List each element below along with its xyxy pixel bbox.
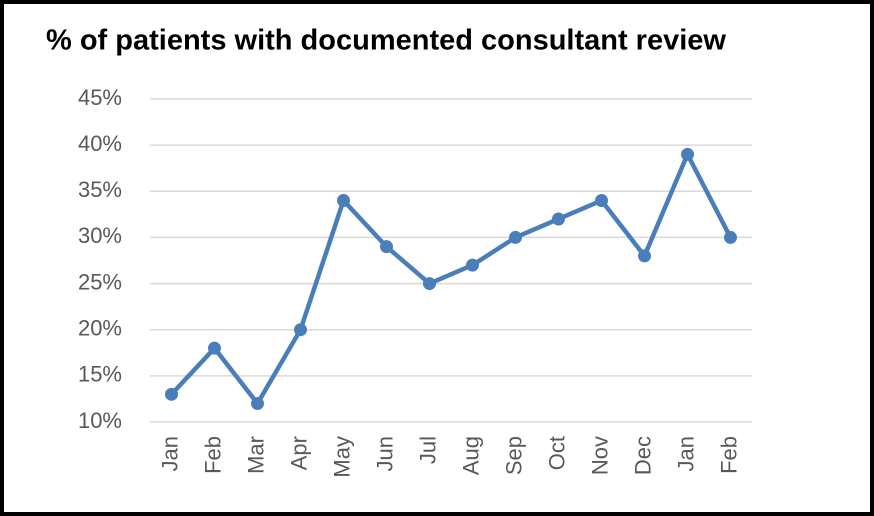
data-point	[595, 194, 608, 208]
x-tick-label: Jun	[372, 436, 397, 471]
x-tick-label: Apr	[286, 436, 311, 470]
chart-title: % of patients with documented consultant…	[46, 25, 726, 57]
data-line	[169, 152, 733, 406]
data-point	[466, 258, 479, 272]
x-tick-label: Jan	[673, 436, 698, 471]
data-point	[638, 249, 651, 263]
x-tick-label: Feb	[200, 436, 225, 474]
x-tick-label: May	[329, 436, 354, 478]
data-point	[423, 277, 436, 291]
x-tick-label: Aug	[458, 436, 483, 475]
data-point	[251, 397, 264, 411]
data-point	[681, 147, 694, 161]
y-tick-label: 20%	[78, 316, 122, 341]
y-tick-label: 30%	[78, 223, 122, 248]
x-tick-label: Dec	[630, 436, 655, 475]
data-point	[552, 212, 565, 226]
y-tick-label: 40%	[78, 131, 122, 156]
y-tick-label: 25%	[78, 269, 122, 294]
y-tick-label: 45%	[78, 85, 122, 110]
y-tick-label: 15%	[78, 362, 122, 387]
data-point	[724, 230, 737, 244]
x-tick-label: Nov	[587, 436, 612, 475]
data-point	[208, 341, 221, 355]
x-tick-label: Mar	[243, 436, 268, 474]
data-point	[165, 387, 178, 401]
y-tick-label: 10%	[78, 408, 122, 433]
x-tick-label: Sep	[501, 436, 526, 475]
x-tick-label: Jan	[157, 436, 182, 471]
x-tick-label: Feb	[716, 436, 741, 474]
x-tick-label: Jul	[415, 436, 440, 464]
y-tick-label: 35%	[78, 177, 122, 202]
data-point	[509, 230, 522, 244]
data-point	[294, 323, 307, 337]
x-tick-label: Oct	[544, 436, 569, 470]
data-point	[380, 240, 393, 254]
data-point	[337, 194, 350, 208]
